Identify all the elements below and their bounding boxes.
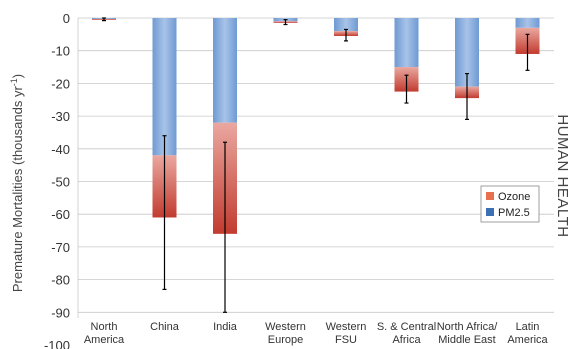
bar-pm25: [515, 18, 540, 28]
x-category-label: S. & Central Africa: [377, 321, 436, 346]
legend-label-ozone: Ozone: [498, 191, 530, 203]
y-tick-label: -80: [51, 273, 70, 288]
y-axis-ticks: 0 -10 -20 -30 -40 -50 -60 -70 -80 -90 -100: [44, 11, 70, 349]
x-category-label: North Africa/Middle East: [437, 321, 498, 346]
bar-pm25: [152, 18, 177, 156]
legend-swatch-ozone: [486, 192, 494, 200]
x-axis-categories: North America China India Western Europe Weste…: [84, 321, 549, 346]
y-tick-label: -40: [51, 142, 70, 157]
y-tick-label: -20: [51, 76, 70, 91]
y-tick-label: -100: [44, 338, 70, 349]
gridlines: [77, 17, 554, 318]
side-label: HUMAN HEALTH: [554, 114, 571, 237]
y-tick-label: -90: [51, 305, 70, 320]
x-category-label: Western FSU: [326, 321, 367, 346]
legend-swatch-pm25: [486, 208, 494, 216]
error-bars: [102, 17, 530, 313]
bar-pm25: [334, 18, 358, 32]
y-tick-label: -10: [51, 44, 70, 59]
x-category-label: China: [150, 321, 180, 333]
legend: Ozone PM2.5: [480, 185, 540, 223]
x-category-label: North America: [84, 321, 125, 346]
y-tick-label: -60: [51, 207, 70, 222]
y-tick-label: -70: [51, 240, 70, 255]
legend-label-pm25: PM2.5: [498, 207, 530, 219]
bar-pm25: [213, 18, 237, 123]
y-tick-label: 0: [63, 11, 70, 26]
y-axis-label: Premature Mortalities (thousands yr-1): [9, 74, 25, 292]
y-tick-label: -50: [51, 175, 70, 190]
y-tick-label: -30: [51, 109, 70, 124]
x-category-label: India: [213, 321, 238, 333]
x-category-label: Western Europe: [265, 321, 306, 346]
bar-pm25: [394, 18, 419, 68]
x-category-label: Latin America: [507, 321, 548, 346]
